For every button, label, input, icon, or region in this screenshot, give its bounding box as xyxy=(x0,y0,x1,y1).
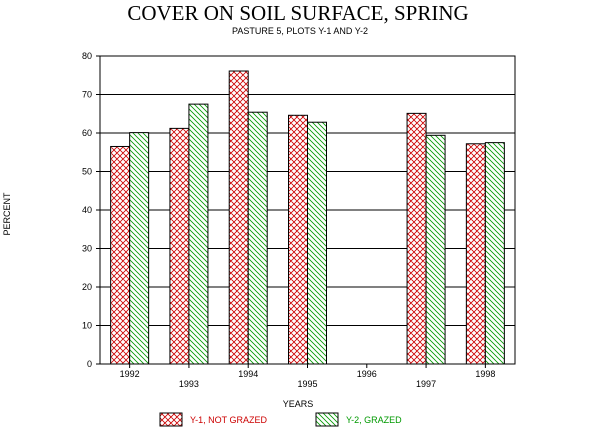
x-tick-label: 1997 xyxy=(416,379,436,389)
y-tick-label: 30 xyxy=(82,244,92,254)
y-tick-label: 0 xyxy=(87,359,92,369)
legend: Y-1, NOT GRAZED Y-2, GRAZED xyxy=(159,412,402,427)
y-axis-label: PERCENT xyxy=(2,192,12,236)
bar-y2-1998 xyxy=(484,142,505,365)
y-tick-label: 40 xyxy=(82,205,92,215)
bar-y2-1997 xyxy=(425,134,446,365)
bar-y2-1995 xyxy=(307,121,327,365)
x-tick-label: 1995 xyxy=(297,379,317,389)
bars xyxy=(110,70,505,365)
legend-swatch-y1 xyxy=(159,412,183,427)
legend-label-y2: Y-2, GRAZED xyxy=(346,415,402,425)
bar-y1-1992 xyxy=(110,145,131,365)
y-tick-label: 50 xyxy=(82,167,92,177)
x-tick-label: 1992 xyxy=(120,369,140,379)
bar-y1-1997 xyxy=(406,112,427,365)
bar-y2-1994 xyxy=(247,111,268,365)
legend-label-y1: Y-1, NOT GRAZED xyxy=(190,415,268,425)
bar-y2-1992 xyxy=(129,132,150,365)
x-axis-ticks: 1992 1993 1994 1995 1996 1997 1998 xyxy=(120,364,495,389)
y-tick-label: 80 xyxy=(82,51,92,61)
bar-y2-1993 xyxy=(188,103,209,365)
y-tick-label: 70 xyxy=(82,90,92,100)
x-tick-label: 1996 xyxy=(357,369,377,379)
x-axis-label: YEARS xyxy=(283,399,314,409)
bar-y1-1994 xyxy=(228,70,249,365)
x-tick-label: 1993 xyxy=(179,379,199,389)
chart-subtitle: PASTURE 5, PLOTS Y-1 AND Y-2 xyxy=(232,26,368,36)
chart-title: COVER ON SOIL SURFACE, SPRING xyxy=(127,1,468,25)
y-tick-label: 20 xyxy=(82,282,92,292)
plot-frame xyxy=(99,55,516,365)
legend-swatch-y2 xyxy=(315,412,339,427)
x-tick-label: 1994 xyxy=(238,369,258,379)
y-tick-label: 10 xyxy=(82,321,92,331)
x-tick-label: 1998 xyxy=(475,369,495,379)
y-axis-ticks: 0 10 20 30 40 50 60 70 80 xyxy=(82,51,100,369)
y-tick-label: 60 xyxy=(82,128,92,138)
bar-y1-1993 xyxy=(169,127,190,365)
bar-y1-1995 xyxy=(288,114,308,365)
bar-y1-1998 xyxy=(465,143,486,365)
